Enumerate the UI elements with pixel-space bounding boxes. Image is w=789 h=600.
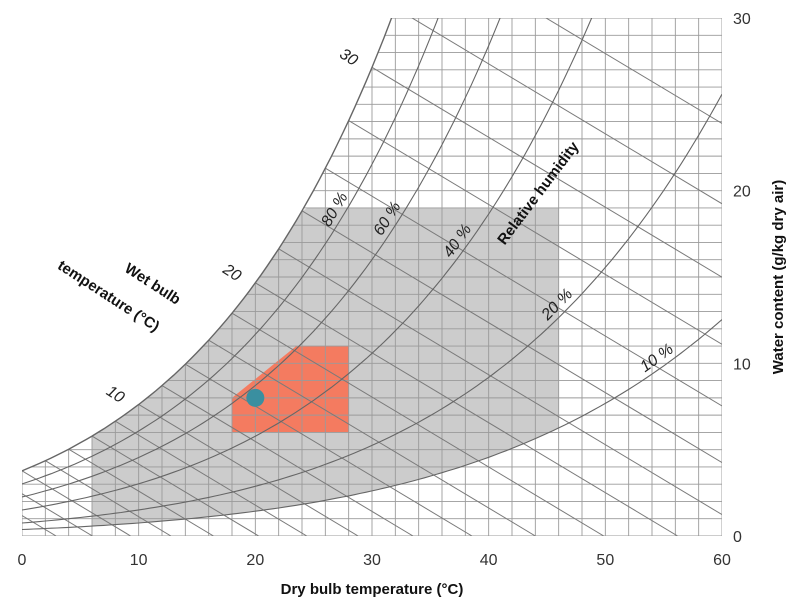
- wet-bulb-line: [161, 385, 414, 536]
- rh-curve: [22, 18, 393, 472]
- x-tick-label: 30: [363, 552, 381, 569]
- x-tick-label: 40: [480, 552, 498, 569]
- rh-curve: [22, 18, 593, 511]
- wet-bulb-line: [545, 18, 722, 125]
- wet-bulb-line: [208, 339, 536, 536]
- wet-bulb-line: [371, 66, 722, 278]
- x-tick-label: 20: [246, 552, 264, 569]
- wet-bulb-line: [138, 404, 359, 536]
- y-tick-label: 20: [733, 184, 751, 201]
- wet-bulb-line: [411, 18, 722, 205]
- x-tick-label: 50: [596, 552, 614, 569]
- wet-bulb-line: [301, 210, 722, 464]
- wet-bulb-line: [278, 248, 722, 516]
- state-point: [246, 388, 265, 407]
- x-tick-label: 0: [18, 552, 27, 569]
- wet-bulb-label: 30: [336, 46, 360, 70]
- wet-bulb-line: [325, 167, 722, 407]
- wet-bulb-label: 20: [219, 261, 244, 286]
- rh-curve: [22, 18, 439, 485]
- wet-bulb-line: [22, 514, 57, 536]
- y-tick-label: 0: [733, 529, 742, 546]
- wet-bulb-title-line2: temperature (°C): [54, 257, 162, 335]
- grid: [22, 18, 722, 536]
- y-tick-label: 10: [733, 356, 751, 373]
- wet-bulb-line: [45, 460, 172, 536]
- x-tick-label: 10: [130, 552, 148, 569]
- wet-bulb-line: [68, 448, 214, 536]
- rh-curve: [22, 18, 501, 498]
- wet-bulb-label: 10: [103, 383, 127, 407]
- wet-bulb-line: [348, 120, 722, 345]
- y-axis-title: Water content (g/kg dry air): [770, 180, 787, 374]
- wet-bulb-line: [231, 312, 605, 536]
- rh-curve: [22, 319, 722, 531]
- x-axis-title: Dry bulb temperature (°C): [281, 581, 464, 598]
- wet-bulb-line: [185, 363, 473, 536]
- x-tick-label: 60: [713, 552, 731, 569]
- wet-bulb-lines: [22, 18, 722, 536]
- rh-curve: [22, 93, 722, 524]
- y-tick-label: 30: [733, 11, 751, 28]
- relative-humidity-lines: [22, 18, 722, 531]
- wet-bulb-line: [255, 282, 678, 536]
- wet-bulb-line: [115, 420, 308, 536]
- wet-bulb-line: [22, 493, 93, 536]
- wet-bulb-line: [91, 435, 259, 536]
- markers: [246, 388, 265, 407]
